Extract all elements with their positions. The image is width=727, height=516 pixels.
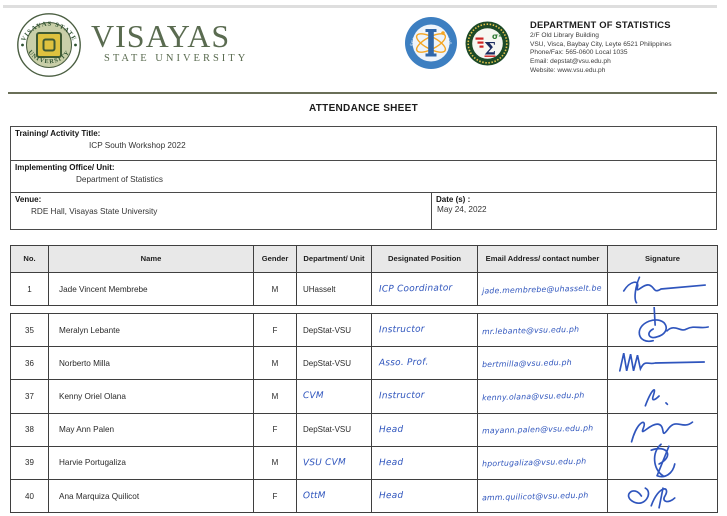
venue-value: RDE Hall, Visayas State University — [31, 207, 158, 216]
row-position-handwritten: Instructor — [378, 324, 425, 336]
address-line: Phone/Fax: 565-0600 Local 1035 — [530, 49, 628, 57]
page-title: ATTENDANCE SHEET — [308, 103, 419, 114]
row-email-handwritten: kenny.olana@vsu.edu.ph — [481, 390, 585, 403]
row-name: Ana Marquiza Quilicot — [49, 479, 254, 514]
row-position-handwritten: Asso. Prof. — [378, 357, 429, 369]
row-position-handwritten: Instructor — [378, 391, 425, 402]
date-cell: Date (s) : May 24, 2022 — [431, 193, 716, 229]
row-email-handwritten: mr.lebante@vsu.edu.ph — [481, 324, 580, 336]
training-title-value: ICP South Workshop 2022 — [89, 141, 186, 150]
address-line: Email: depstat@vsu.edu.ph — [530, 58, 611, 66]
row-email-handwritten: amm.quilicot@vsu.edu.ph — [481, 490, 589, 502]
row-name: Jade Vincent Membrebe — [49, 273, 254, 306]
row-email-handwritten: hportugaliza@vsu.edu.ph — [481, 456, 587, 469]
row-department: DepStat-VSU — [297, 314, 372, 348]
row-no: 37 — [11, 380, 49, 414]
row-signature-cell — [608, 273, 718, 306]
col-header-department: Department/ Unit — [297, 246, 372, 273]
date-value: May 24, 2022 — [437, 205, 487, 214]
row-position-handwritten: Head — [378, 490, 404, 502]
wordmark-visayas: VISAYAS — [91, 18, 231, 54]
wordmark-state-university: STATE UNIVERSITY — [104, 53, 249, 64]
row-name: Kenny Oriel Olana — [49, 380, 254, 414]
row-no: 1 — [11, 273, 49, 306]
attendance-table-header-fragment: No. Name Gender Department/ Unit Designa… — [10, 245, 718, 306]
training-title-label: Training/ Activity Title: — [15, 129, 101, 138]
row-email-handwritten: jade.membrebe@uhasselt.be — [481, 282, 602, 296]
row-gender: M — [254, 347, 297, 381]
university-wordmark: VISAYAS STATE UNIVERSITY — [91, 20, 248, 64]
row-signature-cell — [608, 479, 718, 514]
vsu-seal-icon: VISAYAS STATE UNIVERSITY — [16, 12, 82, 83]
row-department: UHasselt — [297, 273, 372, 306]
row-email-handwritten: bertmilla@vsu.edu.ph — [481, 357, 572, 369]
department-contact-block: DEPARTMENT OF STATISTICS 2/F Old Library… — [530, 19, 725, 76]
col-header-gender: Gender — [254, 246, 297, 273]
row-no: 40 — [11, 479, 49, 514]
row-no: 38 — [11, 413, 49, 447]
date-label: Date (s) : — [436, 195, 471, 204]
row-signature-cell — [608, 380, 718, 414]
address-line: 2/F Old Library Building — [530, 32, 599, 39]
signature-scribble — [644, 389, 669, 408]
department-name: DEPARTMENT OF STATISTICS — [530, 19, 671, 30]
signature-scribble — [650, 443, 676, 478]
address-line: VSU, Visca, Baybay City, Leyte 6521 Phil… — [530, 40, 672, 48]
signature-scribble — [618, 353, 706, 372]
row-gender: M — [254, 380, 297, 414]
row-department: DepStat-VSU — [297, 347, 372, 381]
college-of-arts-and-sciences-seal-icon: COLLEGE OF ARTS AND SCIENCES — [402, 13, 458, 75]
row-signature-cell — [608, 443, 718, 480]
implementing-office-value: Department of Statistics — [76, 175, 163, 184]
venue-label: Venue: — [15, 195, 42, 204]
letterhead-divider-rule — [8, 92, 717, 94]
row-gender: F — [254, 314, 297, 348]
row-position-handwritten: Head — [378, 424, 404, 435]
row-department-handwritten: CVM — [302, 391, 324, 402]
stats-sigma-squared-glyph: σ² — [492, 32, 502, 41]
row-name: May Ann Palen — [49, 413, 254, 447]
col-header-signature: Signature — [608, 246, 718, 273]
row-gender: M — [254, 273, 297, 306]
signature-scribble — [630, 420, 694, 443]
row-position-handwritten: Head — [378, 457, 404, 469]
implementing-office-label: Implementing Office/ Unit: — [15, 163, 115, 172]
col-header-position: Designated Position — [372, 246, 478, 273]
row-gender: M — [254, 446, 297, 480]
row-no: 36 — [11, 347, 49, 381]
signature-scribble — [622, 276, 707, 304]
col-header-email: Email Address/ contact number — [478, 246, 608, 273]
row-name: Norberto Milla — [49, 347, 254, 381]
signature-scribble — [627, 487, 676, 509]
row-department: DepStat-VSU — [297, 413, 372, 447]
venue-date-box: Venue: RDE Hall, Visayas State Universit… — [10, 192, 717, 230]
address-line: Website: www.vsu.edu.ph — [530, 66, 606, 74]
row-gender: F — [254, 479, 297, 514]
row-no: 39 — [11, 446, 49, 480]
row-email-handwritten: mayann.palen@vsu.edu.ph — [481, 423, 594, 436]
row-no: 35 — [11, 314, 49, 348]
department-of-statistics-seal-icon: σ² Σ — [465, 21, 510, 71]
stats-sigma-glyph: Σ — [484, 40, 496, 60]
row-signature-cell — [608, 347, 718, 381]
row-gender: F — [254, 413, 297, 447]
signature-scribble — [638, 307, 709, 343]
row-signature-cell — [608, 413, 718, 447]
col-header-no: No. — [11, 246, 49, 273]
venue-cell: Venue: RDE Hall, Visayas State Universit… — [11, 193, 431, 229]
row-department-handwritten: VSU CVM — [302, 457, 347, 469]
training-title-box: Training/ Activity Title: ICP South Work… — [10, 126, 717, 161]
row-name: Harvie Portugaliza — [49, 446, 254, 480]
attendance-table-body-fragment: 35 Meralyn Lebante F DepStat-VSU Instruc… — [10, 307, 718, 514]
col-header-name: Name — [49, 246, 254, 273]
implementing-office-box: Implementing Office/ Unit: Department of… — [10, 160, 717, 193]
row-signature-cell — [608, 307, 718, 348]
row-department-handwritten: OttM — [302, 490, 326, 502]
row-name: Meralyn Lebante — [49, 314, 254, 348]
row-position-handwritten: ICP Coordinator — [378, 283, 453, 295]
scan-artifact-band — [3, 5, 717, 8]
